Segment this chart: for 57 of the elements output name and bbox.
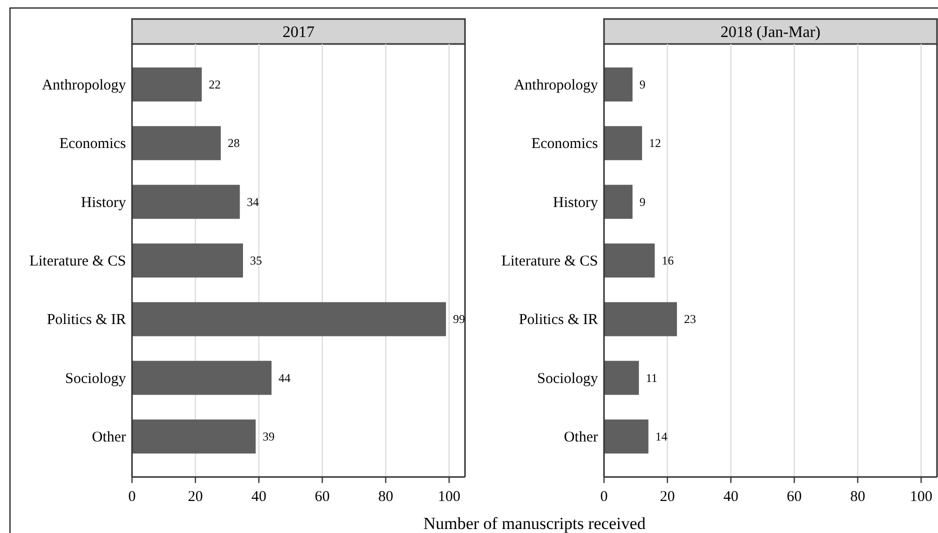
chart-title: 2017: [282, 24, 314, 41]
data-label: 35: [250, 254, 262, 268]
y-tick-label: Economics: [531, 136, 598, 152]
x-tick-label: 0: [128, 489, 136, 505]
bar: [132, 67, 202, 102]
x-tick-label: 20: [188, 489, 203, 505]
x-tick-label: 40: [251, 489, 266, 505]
bar: [604, 184, 633, 219]
y-tick-label: Other: [564, 430, 598, 446]
x-tick-label: 80: [850, 489, 866, 505]
y-tick-label: Sociology: [537, 370, 598, 387]
x-tick-label: 20: [660, 489, 675, 505]
data-label: 9: [640, 194, 646, 209]
data-label: 14: [655, 430, 668, 444]
y-tick-label: Politics & IR: [518, 312, 598, 328]
x-tick-label: 100: [438, 489, 460, 505]
bar: [132, 420, 256, 454]
y-tick-label: Politics & IR: [46, 312, 126, 328]
bar: [132, 360, 272, 395]
bar: [604, 67, 633, 102]
y-tick-label: History: [553, 194, 598, 211]
y-tick-label: Anthropology: [42, 77, 126, 94]
chart-title: 2018 (Jan-Mar): [720, 24, 820, 41]
data-label: 28: [228, 136, 240, 150]
bar: [132, 126, 221, 160]
bar: [604, 360, 639, 395]
x-tick-label: 40: [723, 489, 738, 505]
bar: [132, 184, 240, 219]
data-label: 34: [246, 194, 259, 209]
bar: [604, 420, 648, 454]
x-tick-label: 100: [910, 489, 932, 505]
data-label: 23: [684, 312, 696, 326]
y-tick-label: Other: [92, 430, 126, 446]
x-axis-title: Number of manuscripts received: [423, 514, 646, 533]
data-label: 22: [208, 77, 221, 92]
y-tick-label: History: [81, 194, 126, 211]
data-label: 12: [649, 136, 662, 150]
data-label: 99: [452, 312, 465, 326]
y-tick-label: Literature & CS: [29, 254, 126, 270]
bar: [604, 243, 655, 278]
data-label: 9: [640, 77, 646, 92]
y-tick-label: Economics: [59, 136, 126, 152]
y-tick-label: Anthropology: [514, 77, 598, 94]
y-tick-label: Sociology: [65, 370, 126, 387]
data-label: 16: [662, 254, 674, 268]
bar: [604, 126, 642, 160]
x-tick-label: 0: [600, 489, 608, 505]
data-label: 39: [262, 430, 275, 444]
bar: [132, 302, 446, 336]
data-label: 44: [278, 370, 291, 385]
x-tick-label: 80: [378, 489, 394, 505]
x-tick-label: 60: [314, 489, 330, 505]
y-tick-label: Literature & CS: [501, 254, 598, 270]
bar: [132, 243, 243, 278]
data-label: 11: [646, 370, 658, 385]
x-tick-label: 60: [786, 489, 802, 505]
bar: [604, 302, 677, 336]
